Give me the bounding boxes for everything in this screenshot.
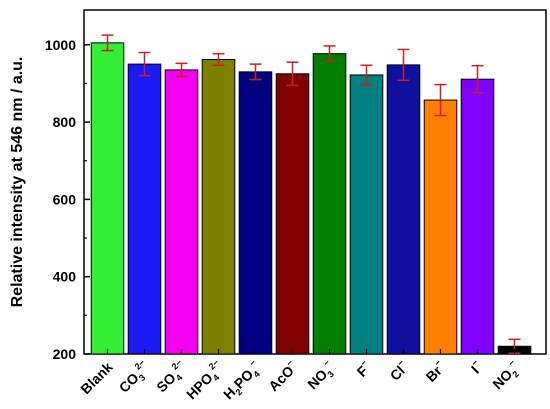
y-tick-label: 800 [53, 114, 77, 130]
bar [201, 58, 236, 355]
x-tick-label: I− [466, 357, 485, 376]
x-tick-label: Blank [77, 359, 115, 397]
x-tick-label: AcO− [264, 357, 301, 394]
x-tick-label: CO32− [114, 357, 155, 398]
x-tick-label: Cl− [385, 357, 411, 383]
y-axis-title: Relative intensity at 546 nm / a.u. [9, 57, 26, 308]
bar [164, 69, 199, 355]
bar [312, 53, 347, 355]
x-tick-label: H2PO4− [219, 357, 266, 404]
x-tick-label: NO2− [488, 357, 525, 394]
x-tick-label: NO3− [303, 357, 340, 394]
y-tick-label: 400 [53, 269, 77, 285]
bar-series [90, 42, 532, 355]
x-tick-label: HPO42− [182, 357, 229, 404]
error-bars [101, 34, 521, 354]
y-tick-label: 200 [53, 346, 77, 362]
bar [90, 42, 125, 355]
y-axis: 200 400 600 800 1000 [45, 37, 90, 362]
bar [423, 99, 458, 355]
y-tick-label: 600 [53, 191, 77, 207]
bar [127, 63, 162, 355]
x-axis-labels: Blank CO32−SO42−HPO42−H2PO4− AcO−NO3− F− Cl−… [77, 349, 525, 404]
bar [349, 74, 384, 355]
x-tick-label: F− [352, 357, 375, 380]
bar [386, 64, 421, 355]
bar [275, 73, 310, 355]
bar [460, 78, 495, 355]
y-tick-label: 1000 [45, 37, 76, 53]
x-tick-label: Br− [421, 357, 448, 384]
bar [238, 71, 273, 355]
